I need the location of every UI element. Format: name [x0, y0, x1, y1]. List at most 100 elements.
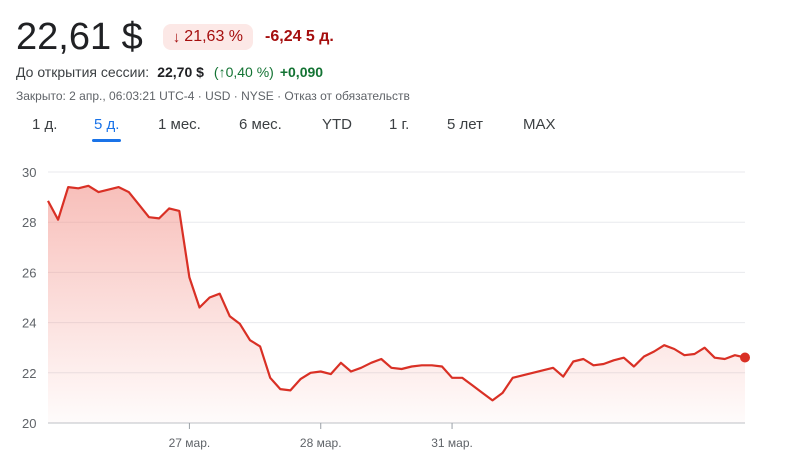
data-point — [673, 347, 676, 350]
x-tick-label: 27 мар. — [169, 436, 211, 450]
change-percent-value: 21,63 % — [184, 28, 244, 45]
premarket-price: 22,70 $ — [157, 64, 204, 80]
data-point — [551, 366, 554, 369]
x-axis: 27 мар. 28 мар. 31 мар. — [169, 423, 473, 450]
data-point — [440, 365, 443, 368]
data-point — [77, 187, 80, 190]
data-point — [652, 350, 655, 353]
premarket-row: До открытия сессии: 22,70 $ (↑0,40 %) +0… — [16, 64, 323, 80]
data-point — [541, 369, 544, 372]
data-point — [632, 365, 635, 368]
data-point — [248, 339, 251, 342]
data-point — [592, 364, 595, 367]
data-point — [481, 391, 484, 394]
data-point — [198, 306, 201, 309]
data-point — [450, 376, 453, 379]
data-point — [309, 371, 312, 374]
x-tick-label: 28 мар. — [300, 436, 342, 450]
data-point — [289, 389, 292, 392]
data-point — [420, 364, 423, 367]
data-point — [259, 345, 262, 348]
data-point — [400, 367, 403, 370]
y-tick-label: 22 — [22, 366, 36, 381]
data-point — [562, 375, 565, 378]
data-point — [501, 391, 504, 394]
data-point — [218, 292, 221, 295]
market-status-info: Закрыто: 2 апр., 06:03:21 UTC-4 · USD · … — [16, 89, 410, 103]
tab-5-days[interactable]: 5 д. — [91, 116, 122, 142]
price-line — [47, 184, 746, 402]
data-point — [461, 376, 464, 379]
data-point — [137, 203, 140, 206]
data-point — [693, 352, 696, 355]
data-point — [612, 359, 615, 362]
premarket-change-absolute: +0,090 — [279, 64, 324, 80]
data-point — [57, 218, 60, 221]
premarket-change-percent: (↑0,40 %) — [213, 64, 274, 80]
data-point — [228, 315, 231, 318]
arrow-down-icon: ↓ — [172, 28, 181, 46]
data-point — [127, 190, 130, 193]
data-point — [349, 370, 352, 373]
data-point — [390, 366, 393, 369]
y-tick-label: 28 — [22, 215, 36, 230]
quote-header: 22,61 $ ↓ 21,63 % -6,24 5 д. — [16, 14, 334, 60]
data-point — [663, 344, 666, 347]
tab-max[interactable]: MAX — [523, 116, 556, 133]
tab-6-months[interactable]: 6 мес. — [239, 116, 282, 133]
data-point — [299, 377, 302, 380]
data-point — [238, 322, 241, 325]
change-absolute: -6,24 5 д. — [265, 28, 334, 45]
data-point — [380, 357, 383, 360]
data-point — [117, 185, 120, 188]
data-point — [158, 217, 161, 220]
data-point — [339, 361, 342, 364]
data-point — [713, 356, 716, 359]
data-point — [622, 356, 625, 359]
price-area-fill — [48, 185, 745, 423]
data-point — [582, 357, 585, 360]
y-tick-label: 24 — [22, 316, 36, 331]
data-point — [410, 365, 413, 368]
data-point — [46, 199, 49, 202]
data-point — [329, 372, 332, 375]
data-point — [531, 371, 534, 374]
data-point — [703, 346, 706, 349]
price-points — [46, 184, 750, 394]
data-point — [430, 364, 433, 367]
tab-ytd[interactable]: YTD — [322, 116, 352, 133]
data-point — [511, 376, 514, 379]
premarket-label: До открытия сессии: — [16, 64, 150, 80]
tab-1-year[interactable]: 1 г. — [389, 116, 410, 133]
data-point — [683, 354, 686, 357]
tab-1-month[interactable]: 1 мес. — [158, 116, 201, 133]
y-tick-label: 20 — [22, 416, 36, 431]
tab-1-day[interactable]: 1 д. — [32, 116, 58, 133]
data-point — [269, 376, 272, 379]
change-percent-badge: ↓ 21,63 % — [162, 24, 254, 50]
data-point — [279, 388, 282, 391]
data-point — [147, 216, 150, 219]
price-chart[interactable]: 30 28 26 24 22 20 27 мар. 28 мар. 31 мар. — [0, 150, 800, 472]
data-point — [97, 190, 100, 193]
current-price-dot — [740, 352, 750, 363]
x-tick-label: 31 мар. — [431, 436, 473, 450]
data-point — [188, 276, 191, 279]
y-axis-labels: 30 28 26 24 22 20 — [22, 165, 36, 431]
data-point — [733, 354, 736, 357]
data-point — [572, 360, 575, 363]
data-point — [168, 207, 171, 210]
data-point — [723, 357, 726, 360]
data-point — [178, 209, 181, 212]
data-point — [208, 296, 211, 299]
data-point — [370, 361, 373, 364]
y-tick-label: 30 — [22, 165, 36, 180]
current-price: 22,61 $ — [16, 16, 143, 58]
data-point — [642, 355, 645, 358]
data-point — [319, 370, 322, 373]
data-point — [602, 362, 605, 365]
tab-5-years[interactable]: 5 лет — [447, 116, 483, 133]
y-tick-label: 26 — [22, 265, 36, 280]
data-point — [107, 188, 110, 191]
data-point — [87, 184, 90, 187]
